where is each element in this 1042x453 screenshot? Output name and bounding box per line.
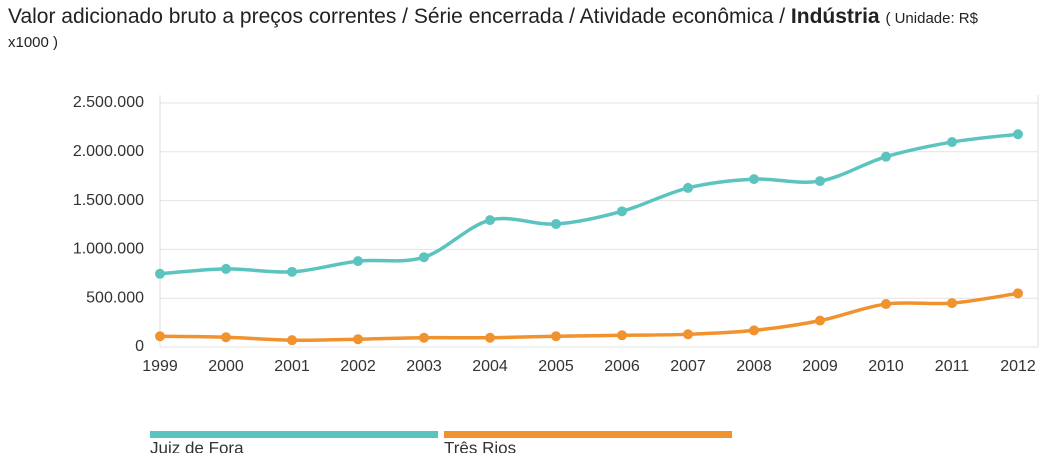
point [221, 332, 231, 343]
x-tick-label: 2004 [472, 358, 508, 375]
point [1013, 288, 1023, 299]
y-tick-label: 0 [135, 338, 144, 355]
x-tick-label: 2005 [538, 358, 574, 375]
y-tick-label: 1.500.000 [73, 192, 144, 209]
point [419, 332, 429, 343]
x-tick-label: 2001 [274, 358, 310, 375]
y-tick-label: 500.000 [86, 289, 144, 306]
point [551, 219, 561, 230]
legend-label: Juiz de Fora [150, 438, 244, 453]
point [749, 325, 759, 336]
legend-swatch [444, 431, 732, 438]
point [485, 332, 495, 343]
point [551, 331, 561, 342]
point [617, 330, 627, 341]
point [155, 268, 165, 279]
legend-swatch [150, 431, 438, 438]
point [881, 151, 891, 162]
point [617, 206, 627, 217]
point [353, 256, 363, 267]
y-tick-label: 2.000.000 [73, 143, 144, 160]
series-line [159, 132, 1019, 276]
point [287, 266, 297, 277]
x-tick-label: 2012 [1000, 358, 1036, 375]
point [683, 182, 693, 193]
legend-label: Três Rios [444, 438, 516, 453]
x-tick-label: 2000 [208, 358, 244, 375]
point [881, 299, 891, 310]
chart-title-emphasis: Indústria [790, 5, 880, 28]
series-line [159, 291, 1019, 342]
chart-subtitle: ( Unidade: R$ x1000 ) [8, 10, 978, 51]
point [155, 331, 165, 342]
point [1013, 129, 1023, 140]
x-tick-label: 2010 [868, 358, 904, 375]
x-tick-label: 2011 [935, 358, 970, 375]
point [683, 329, 693, 340]
x-tick-label: 2008 [736, 358, 772, 375]
point [353, 334, 363, 345]
x-tick-label: 2006 [604, 358, 640, 375]
point [221, 263, 231, 274]
point [947, 137, 957, 148]
point [947, 298, 957, 309]
x-tick-label: 2009 [802, 358, 838, 375]
point [287, 335, 297, 346]
chart-title-block: Valor adicionado bruto a preços corrente… [8, 6, 1008, 54]
x-tick-label: 2007 [670, 358, 706, 375]
x-tick-label: 2003 [406, 358, 442, 375]
x-tick-label: 2002 [340, 358, 376, 375]
x-tick-label: 1999 [142, 358, 178, 375]
point [815, 176, 825, 187]
chart-title: Valor adicionado bruto a preços corrente… [8, 5, 786, 28]
point [749, 174, 759, 185]
y-tick-label: 2.500.000 [73, 94, 144, 111]
point [419, 252, 429, 263]
point [815, 315, 825, 326]
y-tick-label: 1.000.000 [73, 241, 144, 258]
point [485, 215, 495, 226]
